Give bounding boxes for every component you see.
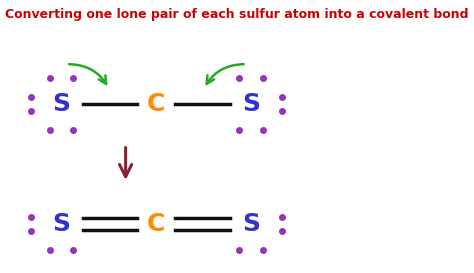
- Text: S: S: [53, 212, 71, 236]
- Text: S: S: [53, 92, 71, 116]
- Text: C: C: [147, 92, 165, 116]
- Text: S: S: [242, 212, 260, 236]
- Text: C: C: [147, 212, 165, 236]
- Text: S: S: [242, 92, 260, 116]
- Text: Converting one lone pair of each sulfur atom into a covalent bond: Converting one lone pair of each sulfur …: [5, 8, 469, 21]
